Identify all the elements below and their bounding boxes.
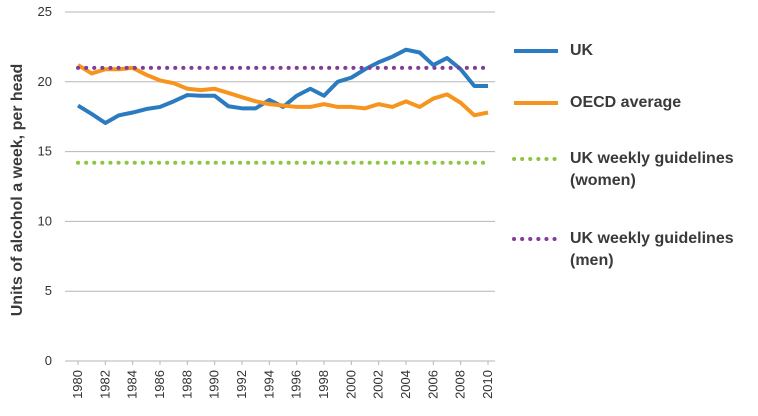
x-tick-label: 1994 [261, 370, 276, 399]
x-tick-label: 1992 [234, 370, 249, 399]
legend-swatch [514, 49, 558, 53]
x-tick-label: 2006 [425, 370, 440, 399]
legend-swatch [512, 157, 560, 161]
legend-label: OECD average [570, 94, 682, 111]
x-tick-label: 1988 [179, 370, 194, 399]
legend-swatch [512, 237, 560, 241]
legend-label: UK [570, 42, 594, 59]
x-tick-label: 1986 [152, 370, 167, 399]
y-axis-label: Units of alcohol a week, per head [9, 64, 26, 317]
legend-label: UK weekly guidelines (men) [570, 230, 734, 269]
legend-item: UK weekly guidelines (men) [512, 228, 758, 272]
x-tick-label: 2008 [453, 370, 468, 399]
x-tick-label: 1998 [316, 370, 331, 399]
y-tick-label: 15 [38, 144, 52, 159]
x-tick-label: 2002 [371, 370, 386, 399]
y-tick-label: 10 [38, 213, 52, 228]
x-tick-label: 1980 [70, 370, 85, 399]
x-tick-label: 1984 [125, 370, 140, 399]
x-tick-label: 1996 [289, 370, 304, 399]
y-tick-label: 5 [45, 283, 52, 298]
x-tick-label: 1982 [97, 370, 112, 399]
legend-label: UK weekly guidelines (women) [570, 150, 734, 189]
series-line [76, 47, 488, 125]
legend-item: OECD average [512, 92, 758, 114]
legend-swatch [514, 101, 558, 105]
x-tick-label: 2000 [343, 370, 358, 399]
series-line [76, 63, 489, 118]
x-tick-label: 2010 [480, 370, 495, 399]
legend-item: UK [512, 40, 758, 62]
y-tick-label: 20 [38, 74, 52, 89]
x-tick-label: 1990 [207, 370, 222, 399]
y-tick-label: 25 [38, 4, 52, 19]
legend-item: UK weekly guidelines (women) [512, 148, 758, 192]
y-tick-label: 0 [45, 353, 52, 368]
x-tick-label: 2004 [398, 370, 413, 399]
